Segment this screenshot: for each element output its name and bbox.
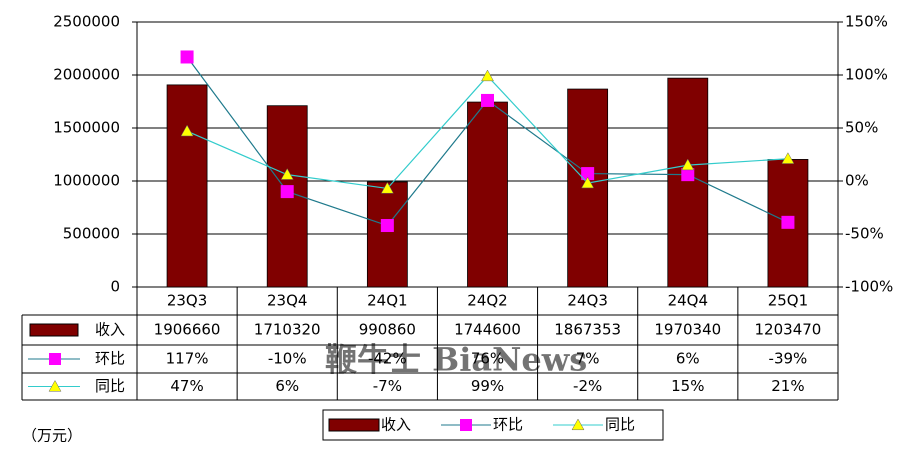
table-value: 76% xyxy=(471,350,504,368)
watermark: 鞭牛士 BiaNews xyxy=(325,341,587,379)
table-value: 117% xyxy=(166,350,209,368)
x-tick-label: 24Q4 xyxy=(668,292,708,310)
y2-tick-label: 100% xyxy=(845,66,888,84)
y2-tick-label: 0% xyxy=(845,172,869,190)
table-value: 21% xyxy=(771,377,804,395)
line-marker xyxy=(681,158,695,171)
table-value: -10% xyxy=(268,350,307,368)
line-marker xyxy=(280,185,294,199)
y2-tick-label: -100% xyxy=(845,278,893,296)
unit-label: （万元） xyxy=(22,427,82,445)
bar xyxy=(467,101,508,288)
line-marker xyxy=(380,219,394,233)
y-tick-label: 1000000 xyxy=(53,172,120,190)
line-marker xyxy=(781,152,795,164)
table-legend-label: 环比 xyxy=(95,350,125,368)
line-marker xyxy=(380,181,394,194)
table-value: 6% xyxy=(676,350,700,368)
legend-label: 收入 xyxy=(381,416,411,434)
bar xyxy=(667,77,709,288)
y-tick-label: 1500000 xyxy=(53,119,120,137)
x-tick-label: 23Q3 xyxy=(167,292,207,310)
table-legend-key xyxy=(29,323,79,337)
table-value: 1906660 xyxy=(154,321,221,339)
line-marker xyxy=(180,124,194,137)
table-value: 990860 xyxy=(359,321,416,339)
line-marker xyxy=(280,168,294,180)
y-tick-label: 0 xyxy=(110,278,120,296)
legend-label: 环比 xyxy=(493,416,523,434)
table-legend-marker xyxy=(48,379,62,392)
y2-tick-label: 150% xyxy=(845,13,888,31)
line-marker xyxy=(481,93,494,107)
table-legend-marker xyxy=(49,353,61,365)
table-value: -7% xyxy=(373,377,402,395)
table-value: 1710320 xyxy=(254,321,321,339)
line-marker xyxy=(180,50,194,64)
line-marker xyxy=(681,168,695,182)
x-tick-label: 24Q1 xyxy=(367,292,407,310)
table-value: 1744600 xyxy=(454,321,521,339)
line-marker xyxy=(481,69,494,82)
table-legend-label: 同比 xyxy=(95,377,125,395)
table-value: 6% xyxy=(275,377,299,395)
legend-label: 同比 xyxy=(605,416,635,434)
table-value: -2% xyxy=(573,377,602,395)
x-tick-label: 24Q2 xyxy=(467,292,507,310)
table-value: 99% xyxy=(471,377,504,395)
y-tick-label: 2000000 xyxy=(53,66,120,84)
x-tick-label: 23Q4 xyxy=(267,292,307,310)
x-tick-label: 24Q3 xyxy=(567,292,607,310)
line-marker xyxy=(781,215,795,229)
y-tick-label: 2500000 xyxy=(53,13,120,31)
table-value: 47% xyxy=(170,377,203,395)
table-value: -42% xyxy=(368,350,407,368)
table-value: 1867353 xyxy=(554,321,621,339)
y2-tick-label: 50% xyxy=(845,119,878,137)
x-tick-label: 25Q1 xyxy=(768,292,808,310)
table-value: 7% xyxy=(576,350,600,368)
legend-key xyxy=(328,418,380,432)
legend-marker xyxy=(571,418,585,431)
table-value: 15% xyxy=(671,377,704,395)
table-legend-label: 收入 xyxy=(95,321,125,339)
table-value: 1203470 xyxy=(755,321,822,339)
table-value: -39% xyxy=(769,350,808,368)
line-marker xyxy=(581,176,595,189)
bar xyxy=(366,181,408,288)
y-tick-label: 500000 xyxy=(63,225,120,243)
table-value: 1970340 xyxy=(654,321,721,339)
legend-box xyxy=(322,409,664,441)
bar xyxy=(166,84,208,288)
y2-tick-label: -50% xyxy=(845,225,884,243)
legend-marker xyxy=(460,419,472,431)
